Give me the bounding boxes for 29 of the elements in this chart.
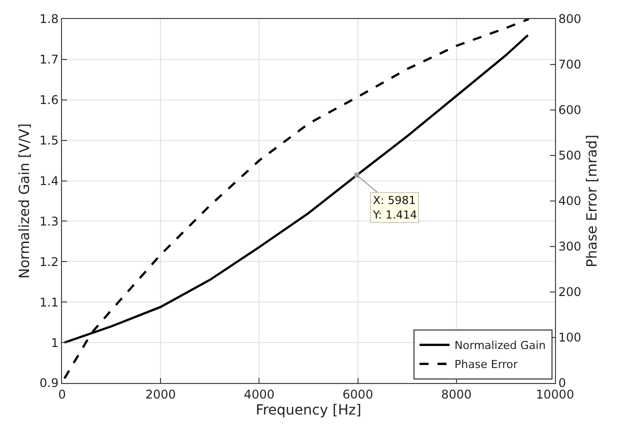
y2-axis-title: Phase Error [mrad] [584,134,601,268]
x-tick-label: 6000 [342,387,374,402]
y-tick-label: 1.4 [40,174,59,188]
y-tick-label: 1.7 [40,52,59,67]
y2-tick-label: 600 [558,103,582,118]
y-tick-label: 1 [50,336,59,350]
y-tick-label: 1.5 [40,134,59,148]
y-tick-label: 0.9 [40,376,59,390]
x-tick-label: 4000 [244,387,274,402]
y2-tick-label: 500 [558,148,582,163]
x-axis-title: Frequency [Hz] [256,402,362,419]
y2-tick-label: 200 [558,285,582,300]
x-tick-label: 0 [58,387,66,402]
y2-tick-label: 800 [558,12,582,26]
y2-tick-label: 100 [558,330,582,345]
y2-tick-label: 300 [558,240,582,254]
annotation: X: 5981 Y: 1.414 [372,194,417,222]
y-tick-label: 1.2 [40,254,59,269]
y-tick-label: 1.3 [40,214,59,228]
y-tick-label: 1.6 [40,93,59,108]
x-tick-label: 8000 [441,387,472,402]
y2-tick-label: 400 [558,194,582,208]
legend-label: Normalized Gain [454,339,546,352]
legend-label: Phase Error [454,358,518,372]
x-tick-label: 2000 [145,387,176,402]
y-axis-title: Normalized Gain [V/V] [17,123,34,279]
y-tick-label: 1.1 [40,295,59,310]
y-tick-label: 1.8 [40,12,59,26]
y2-tick-label: 700 [558,58,582,72]
